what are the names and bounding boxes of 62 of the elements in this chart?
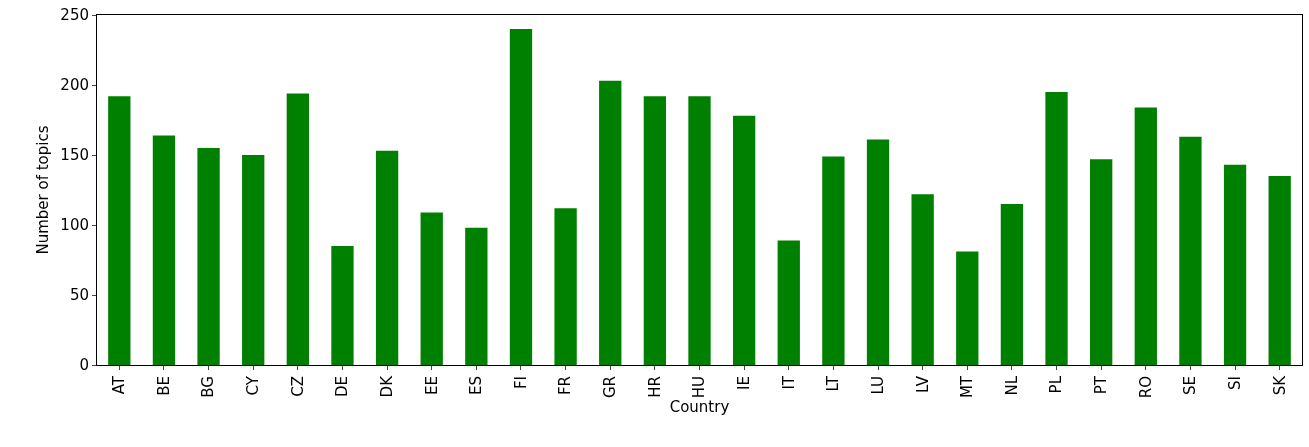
x-tick-label: RO — [1136, 376, 1155, 399]
x-tick-label: LU — [868, 376, 887, 395]
bar — [1045, 92, 1068, 365]
x-tick-label: EE — [422, 376, 441, 395]
bar — [688, 96, 711, 365]
x-tick-label: PL — [1047, 375, 1066, 394]
bar — [599, 80, 622, 365]
bar — [242, 155, 265, 365]
x-tick-label: DE — [333, 376, 352, 398]
x-tick-label: CY — [244, 375, 263, 396]
x-tick-label: HU — [690, 376, 709, 399]
bar — [732, 115, 756, 365]
y-tick-label: 100 — [60, 216, 89, 235]
bar — [331, 246, 354, 365]
bar — [554, 208, 577, 365]
x-tick-label: IT — [779, 375, 798, 390]
bar — [822, 156, 845, 365]
bar — [956, 251, 979, 365]
x-tick-label: CZ — [288, 376, 307, 397]
bar — [643, 96, 667, 365]
bar — [286, 93, 309, 365]
bar — [465, 227, 488, 365]
x-axis-title: Country — [669, 398, 730, 417]
bar — [1000, 204, 1024, 365]
bar — [1179, 136, 1202, 365]
y-tick-label: 250 — [60, 6, 89, 25]
y-tick-label: 150 — [60, 146, 89, 165]
x-tick-label: DK — [377, 374, 396, 398]
y-axis-title: Number of topics — [33, 125, 52, 255]
bar — [911, 194, 934, 365]
bar — [108, 96, 131, 365]
x-tick-label: MT — [958, 375, 977, 399]
x-tick-label: FI — [511, 376, 530, 390]
x-tick-label: BG — [199, 376, 218, 398]
bar — [375, 150, 399, 365]
bar — [777, 240, 800, 365]
y-tick-label: 200 — [60, 76, 89, 95]
x-tick-label: BE — [154, 376, 173, 396]
x-tick-label: SE — [1181, 376, 1200, 395]
bar — [866, 139, 890, 365]
x-tick-label: SI — [1225, 376, 1244, 390]
x-tick-label: ES — [467, 376, 486, 395]
bar — [1268, 176, 1291, 365]
x-tick-label: AT — [110, 375, 129, 395]
bar — [1223, 164, 1247, 365]
y-tick-label: 50 — [69, 286, 89, 305]
x-tick-label: GR — [601, 376, 620, 399]
bar — [1134, 107, 1157, 365]
x-tick-label: FR — [556, 376, 575, 396]
x-tick-label: LV — [913, 375, 932, 393]
x-tick-label: LT — [824, 375, 843, 392]
bar — [152, 135, 176, 365]
x-tick-label: HR — [645, 376, 664, 398]
x-tick-label: PT — [1092, 375, 1111, 395]
x-tick-label: IE — [735, 376, 754, 390]
bar — [420, 212, 443, 365]
bar — [1090, 159, 1113, 365]
x-tick-label: SK — [1270, 374, 1289, 396]
x-tick-label: NL — [1002, 375, 1021, 396]
y-tick-label: 0 — [79, 356, 89, 375]
bar — [509, 29, 533, 365]
bar — [197, 148, 220, 365]
